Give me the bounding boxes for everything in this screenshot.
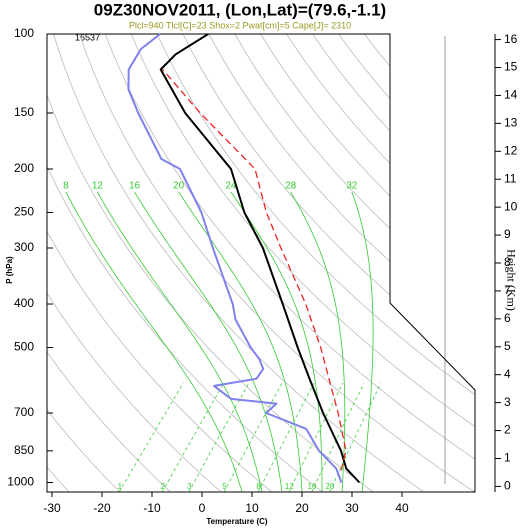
profile-line: [127, 33, 343, 483]
y-tick-label: 300: [14, 240, 34, 254]
y2-tick-label: 7: [504, 283, 511, 297]
y-tick-label: 150: [14, 105, 34, 119]
moist-adiabat-label: 32: [346, 181, 358, 192]
y-axis-label: P (hPa): [5, 256, 14, 284]
y2-tick-label: 4: [504, 367, 511, 381]
station-id: 16537: [75, 32, 100, 42]
y2-axis-label: Height (Km): [504, 249, 518, 311]
y2-tick-label: 13: [504, 116, 518, 130]
moist-adiabat-label: 8: [63, 181, 69, 192]
mixing-ratio-line: [161, 382, 225, 492]
x-axis-label: Temperature (C): [206, 517, 268, 526]
y-tick-label: 250: [14, 205, 34, 219]
y2-tick-label: 5: [504, 339, 511, 353]
dry-adiabat: [156, 34, 475, 492]
plot-frame: [46, 33, 476, 493]
chart-title: 09Z30NOV2011, (Lon,Lat)=(79.6,-1.1): [94, 0, 386, 19]
dry-adiabat: [47, 34, 121, 492]
dry-adiabat: [53, 34, 425, 492]
dry-adiabat: [47, 34, 171, 492]
moist-adiabat-label: 24: [225, 181, 237, 192]
y2-tick-label: 15: [504, 60, 518, 74]
profile-line: [162, 69, 347, 471]
y2-tick-label: 6: [504, 311, 511, 325]
dry-adiabat: [234, 34, 475, 492]
y-tick-label: 400: [14, 296, 34, 310]
y-tick-label: 1000: [7, 475, 34, 489]
moist-adiabat: [134, 191, 283, 492]
background-lines: [47, 34, 475, 492]
y2-tick-label: 14: [504, 88, 518, 102]
x-tick-label: -10: [143, 501, 161, 515]
x-tick-label: 40: [395, 501, 409, 515]
y2-tick-label: 3: [504, 395, 511, 409]
y2-tick-label: 9: [504, 227, 511, 241]
y2-tick-label: 2: [504, 423, 511, 437]
dry-adiabat: [47, 34, 222, 492]
profile-line: [159, 33, 361, 484]
dry-adiabat: [47, 34, 374, 492]
mixing-ratio-line: [223, 382, 283, 492]
moist-adiabat: [97, 191, 263, 492]
y2-tick-label: 10: [504, 199, 518, 213]
mixing-ratio-label: 12: [285, 482, 294, 491]
moist-adiabat-label: 28: [285, 181, 297, 192]
mixing-ratio-label: 16: [308, 482, 317, 491]
dry-adiabat: [104, 34, 475, 492]
y2-tick-label: 12: [504, 143, 518, 157]
moist-adiabat: [351, 191, 374, 492]
x-tick-label: 0: [199, 501, 206, 515]
x-tick-label: -30: [43, 501, 61, 515]
chart-subtitle: Plcl=940 Tlcl[C]=23 Shox=2 Pwat[cm]=5 Ca…: [129, 20, 351, 30]
moist-adiabat-label: 16: [129, 181, 141, 192]
x-tick-label: -20: [93, 501, 111, 515]
moist-adiabat-label: 20: [173, 181, 185, 192]
dry-adiabat: [208, 34, 475, 492]
moist-adiabat-label: 12: [92, 181, 104, 192]
y2-tick-label: 11: [504, 171, 517, 185]
y-tick-label: 500: [14, 340, 34, 354]
y-tick-label: 850: [14, 443, 34, 457]
x-tick-label: 20: [295, 501, 309, 515]
mixing-ratio-line: [118, 382, 184, 492]
y2-tick-label: 16: [504, 32, 518, 46]
mixing-ratio-label: 1: [118, 482, 123, 491]
x-tick-label: 30: [345, 501, 359, 515]
mixing-ratio-label: 20: [325, 482, 334, 491]
mixing-ratio-label: 3: [187, 482, 192, 491]
dry-adiabat: [130, 34, 475, 492]
mixing-ratio-label: 2: [161, 482, 166, 491]
dry-adiabat: [182, 34, 475, 492]
moist-adiabat: [230, 191, 323, 492]
dry-adiabat: [47, 34, 323, 492]
y-tick-label: 100: [14, 26, 34, 40]
y2-tick-label: 8: [504, 255, 511, 269]
x-tick-label: 10: [245, 501, 259, 515]
dry-adiabat: [312, 34, 475, 492]
mixing-ratio-label: 5: [222, 482, 227, 491]
dry-adiabat: [260, 34, 475, 492]
mixing-ratio-line: [257, 382, 315, 492]
moist-adiabat: [65, 191, 243, 492]
moist-adiabat: [178, 191, 303, 492]
moist-adiabat: [290, 191, 346, 492]
y-tick-label: 200: [14, 161, 34, 175]
y2-tick-label: 1: [504, 451, 511, 465]
mixing-ratio-label: 8: [256, 482, 261, 491]
dry-adiabat: [389, 34, 475, 492]
dry-adiabat: [338, 34, 475, 492]
y-tick-label: 700: [14, 405, 34, 419]
mixing-ratio-line: [188, 382, 250, 492]
dry-adiabat: [79, 34, 475, 492]
dry-adiabat: [286, 34, 475, 492]
dry-adiabat: [47, 34, 273, 492]
y2-tick-label: 0: [504, 479, 511, 493]
